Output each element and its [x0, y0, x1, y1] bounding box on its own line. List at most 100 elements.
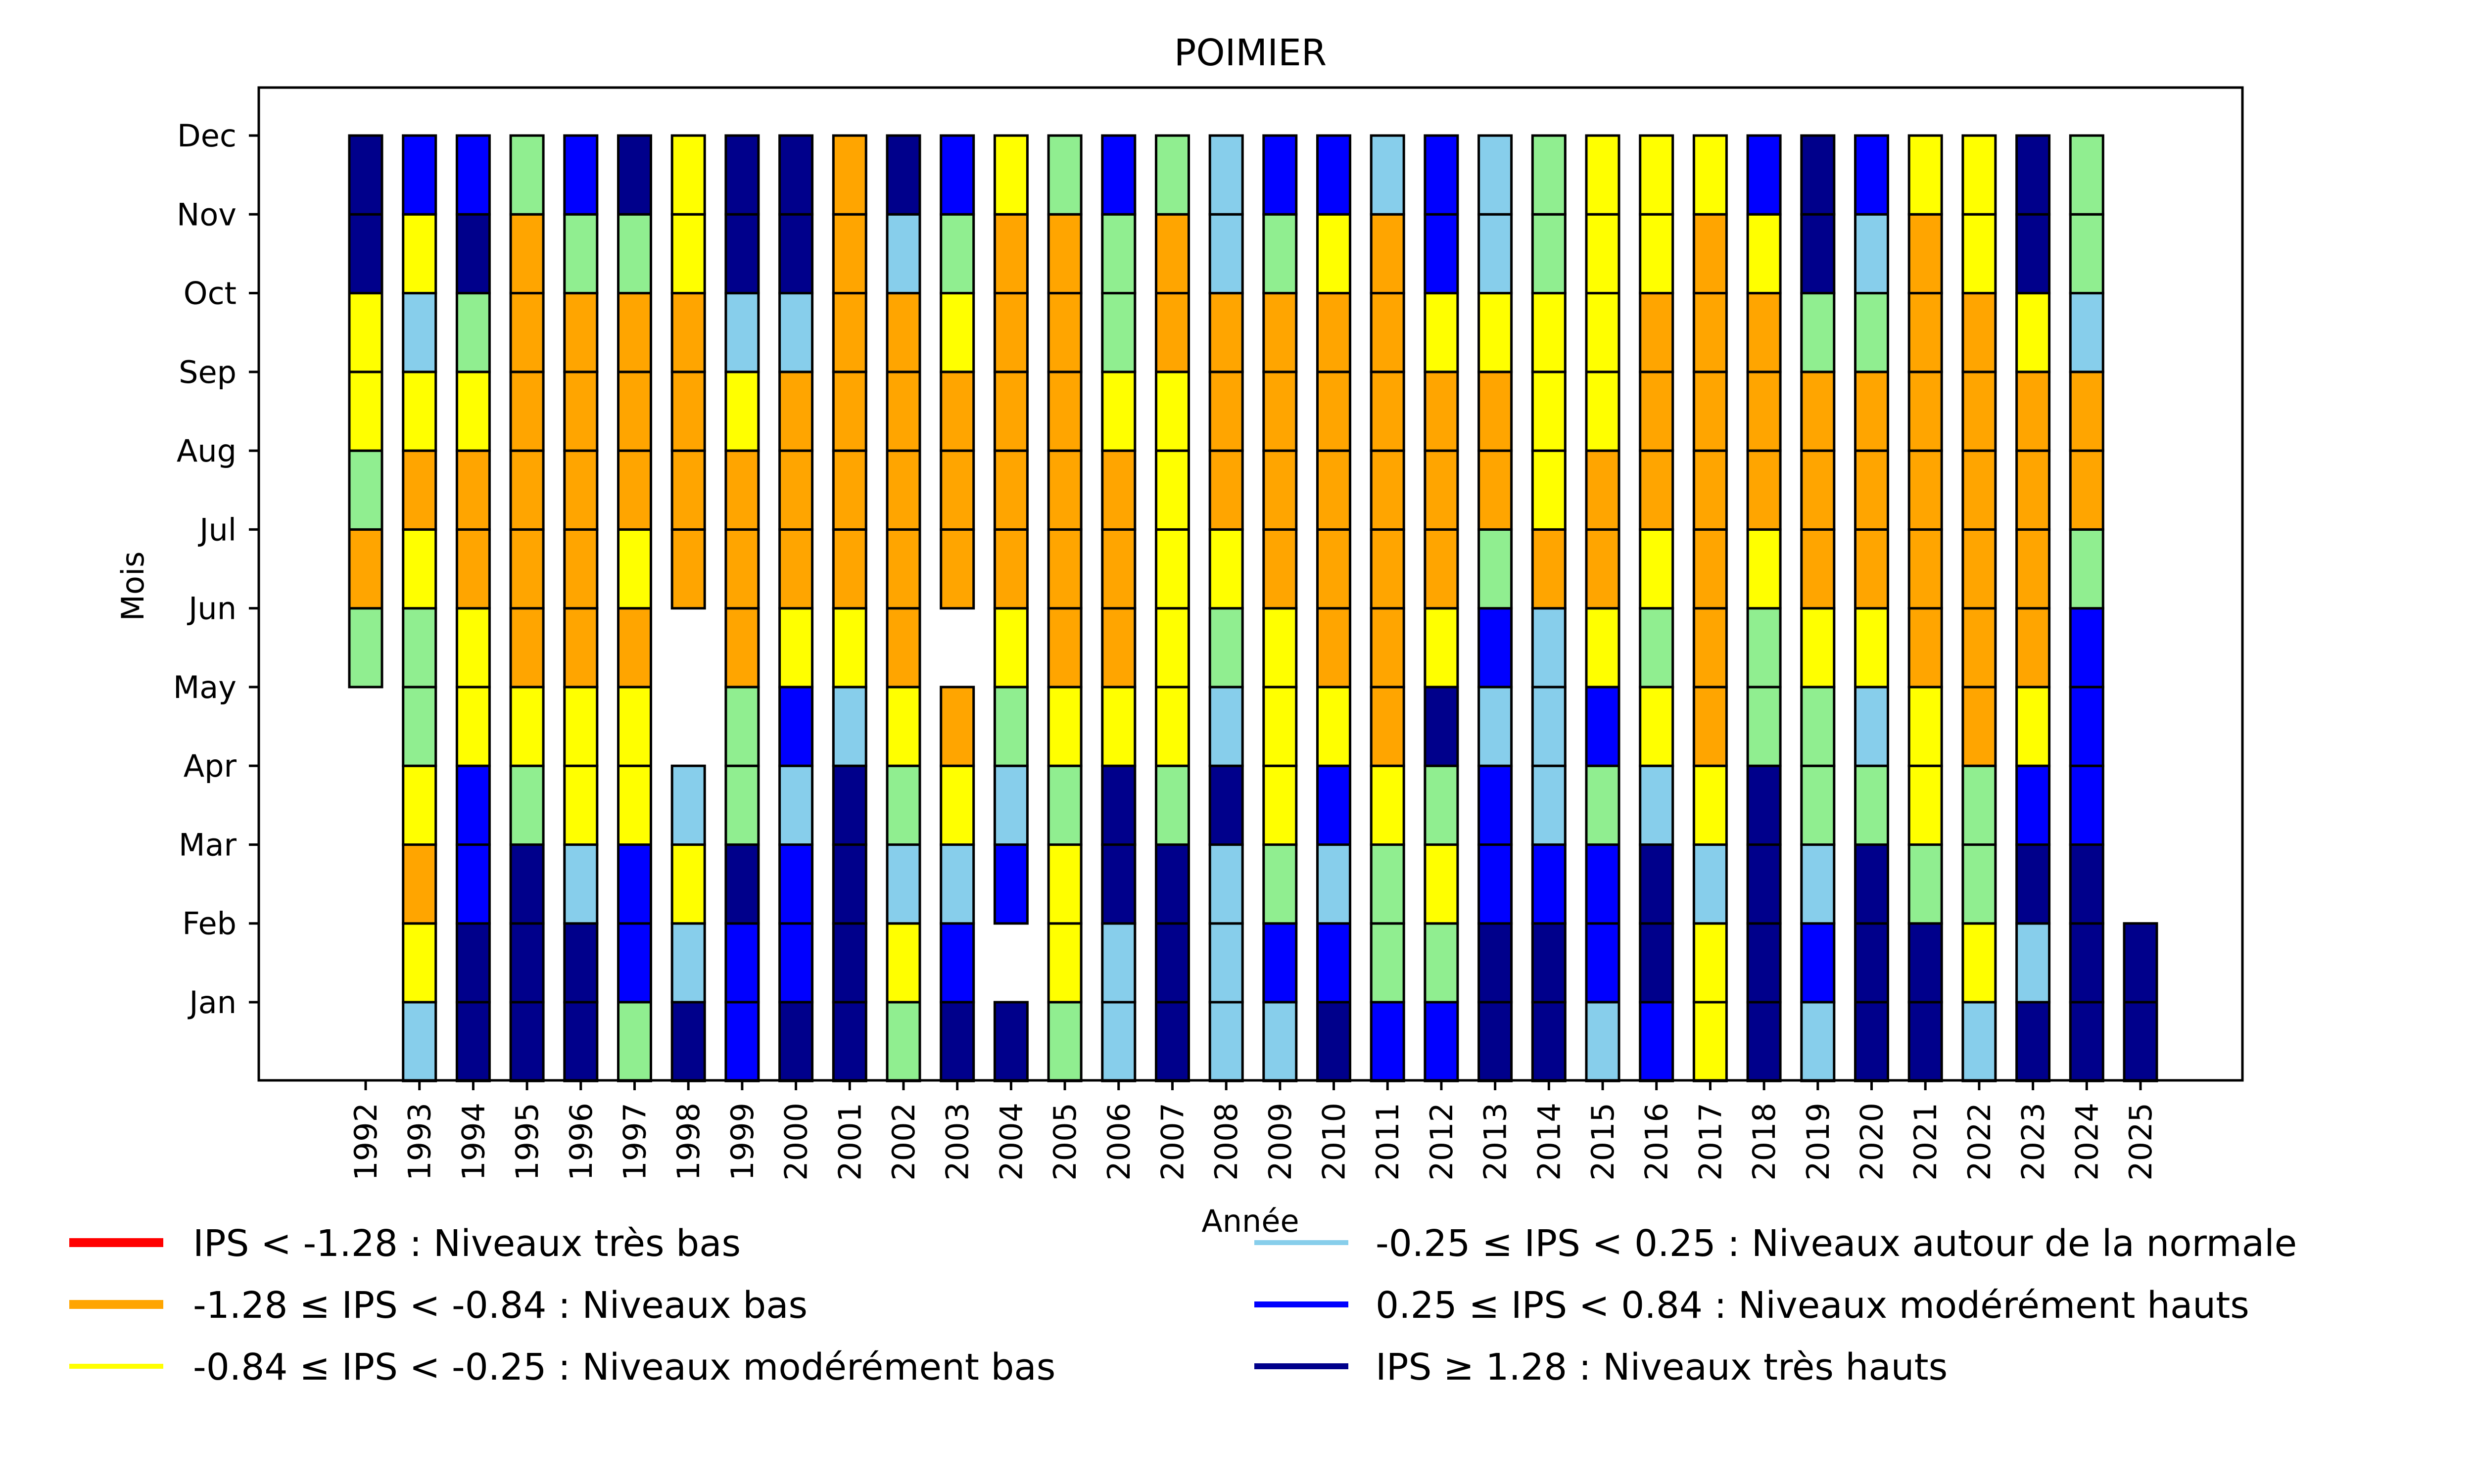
cell-2017-jun	[1692, 607, 1728, 689]
cell-2024-nov	[2069, 213, 2104, 295]
cell-2001-jun	[832, 607, 867, 689]
cell-1992-jul	[348, 528, 383, 610]
cell-2013-aug	[1477, 449, 1513, 531]
cell-2008-nov	[1208, 213, 1244, 295]
cell-2013-oct	[1477, 292, 1513, 373]
cell-2022-oct	[1961, 292, 1997, 373]
cell-1999-mar	[724, 843, 760, 925]
legend-label-autour-normale: -0.25 ≤ IPS < 0.25 : Niveaux autour de l…	[1376, 1222, 2297, 1265]
y-tick-label-may: May	[173, 669, 237, 705]
cell-2011-jun	[1370, 607, 1405, 689]
cell-2022-dec	[1961, 134, 1997, 216]
cell-2004-dec	[993, 134, 1029, 216]
cell-1995-jun	[509, 607, 545, 689]
cell-2023-dec	[2015, 134, 2051, 216]
cell-1994-feb	[455, 922, 491, 1004]
x-tick-label-2005: 2005	[1047, 1103, 1083, 1181]
cell-2007-jul	[1155, 528, 1190, 610]
cell-2017-jan	[1692, 1001, 1728, 1082]
cell-1992-jun	[348, 607, 383, 689]
cell-2015-apr	[1585, 764, 1620, 846]
cell-2024-sep	[2069, 371, 2104, 452]
legend-label-tres-hauts: IPS ≥ 1.28 : Niveaux très hauts	[1376, 1346, 1948, 1389]
cell-2025-jan	[2123, 1001, 2158, 1082]
cell-2019-oct	[1800, 292, 1836, 373]
cell-2016-jun	[1639, 607, 1674, 689]
cell-2006-sep	[1101, 371, 1137, 452]
cell-2012-apr	[1424, 764, 1459, 846]
cell-2012-nov	[1424, 213, 1459, 295]
cell-1993-jun	[402, 607, 437, 689]
cell-1994-nov	[455, 213, 491, 295]
x-tick-label-1999: 1999	[724, 1103, 761, 1181]
cell-2016-apr	[1639, 764, 1674, 846]
x-tick-label-2017: 2017	[1692, 1103, 1728, 1181]
cell-2004-sep	[993, 371, 1029, 452]
cell-1998-apr	[670, 764, 706, 846]
cell-2016-dec	[1639, 134, 1674, 216]
cell-2024-jan	[2069, 1001, 2104, 1082]
cell-2024-feb	[2069, 922, 2104, 1004]
y-tick-label-oct: Oct	[184, 276, 237, 312]
cell-2006-jun	[1101, 607, 1137, 689]
cell-2022-jun	[1961, 607, 1997, 689]
cell-2012-jun	[1424, 607, 1459, 689]
cell-2020-nov	[1854, 213, 1889, 295]
y-tick-label-jun: Jun	[187, 591, 237, 627]
cell-2019-feb	[1800, 922, 1836, 1004]
cell-2001-sep	[832, 371, 867, 452]
cell-2009-jun	[1262, 607, 1298, 689]
cell-2002-feb	[886, 922, 921, 1004]
cell-2009-feb	[1262, 922, 1298, 1004]
cell-2000-jun	[778, 607, 814, 689]
cell-1995-may	[509, 686, 545, 767]
cell-2007-feb	[1155, 922, 1190, 1004]
cell-2002-may	[886, 686, 921, 767]
cell-1998-mar	[670, 843, 706, 925]
cell-2021-jan	[1907, 1001, 1943, 1082]
cell-1993-aug	[402, 449, 437, 531]
x-tick-label-2016: 2016	[1639, 1103, 1675, 1181]
cell-2008-jul	[1208, 528, 1244, 610]
cell-2008-aug	[1208, 449, 1244, 531]
cell-2024-aug	[2069, 449, 2104, 531]
cell-2024-dec	[2069, 134, 2104, 216]
cell-2000-jul	[778, 528, 814, 610]
y-tick-label-mar: Mar	[179, 827, 237, 863]
cell-2009-mar	[1262, 843, 1298, 925]
cell-2015-sep	[1585, 371, 1620, 452]
cell-2010-jan	[1316, 1001, 1351, 1082]
cell-2015-jun	[1585, 607, 1620, 689]
cell-2020-sep	[1854, 371, 1889, 452]
cell-2002-aug	[886, 449, 921, 531]
cell-2021-dec	[1907, 134, 1943, 216]
x-tick-label-1993: 1993	[402, 1103, 438, 1181]
x-tick-label-2015: 2015	[1585, 1103, 1621, 1181]
cell-2010-nov	[1316, 213, 1351, 295]
cell-1995-dec	[509, 134, 545, 216]
cell-2016-may	[1639, 686, 1674, 767]
cell-1998-sep	[670, 371, 706, 452]
cell-1996-jun	[563, 607, 599, 689]
cell-2023-sep	[2015, 371, 2051, 452]
cell-2018-nov	[1746, 213, 1782, 295]
legend-label-bas: -1.28 ≤ IPS < -0.84 : Niveaux bas	[193, 1284, 808, 1327]
cell-2017-sep	[1692, 371, 1728, 452]
cell-2001-aug	[832, 449, 867, 531]
cell-1997-jan	[617, 1001, 652, 1082]
cell-2016-aug	[1639, 449, 1674, 531]
cell-1992-oct	[348, 292, 383, 373]
legend-label-tres-bas: IPS < -1.28 : Niveaux très bas	[193, 1222, 741, 1265]
cell-1992-dec	[348, 134, 383, 216]
cell-1998-dec	[670, 134, 706, 216]
cell-2011-mar	[1370, 843, 1405, 925]
cell-1997-nov	[617, 213, 652, 295]
y-tick-label-aug: Aug	[177, 433, 237, 469]
cell-2010-sep	[1316, 371, 1351, 452]
cell-2018-feb	[1746, 922, 1782, 1004]
cell-2003-sep	[940, 371, 975, 452]
cell-1998-jul	[670, 528, 706, 610]
cell-1995-jan	[509, 1001, 545, 1082]
cell-2009-aug	[1262, 449, 1298, 531]
cell-2002-dec	[886, 134, 921, 216]
